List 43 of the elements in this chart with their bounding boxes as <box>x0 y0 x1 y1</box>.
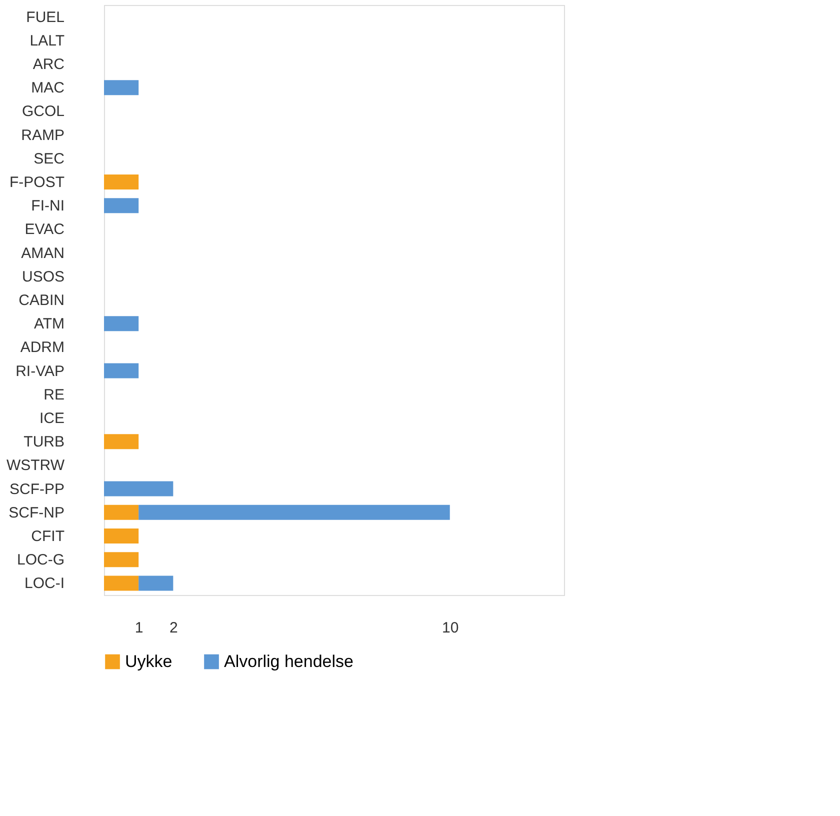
bar <box>104 80 139 96</box>
y-tick-label: CABIN <box>18 292 64 309</box>
y-tick-label: EVAC <box>24 221 65 238</box>
y-tick-label: ADRM <box>20 339 64 356</box>
y-tick-label: ATM <box>34 316 64 333</box>
y-tick-label: TURB <box>24 434 64 451</box>
y-tick-label: AMAN <box>21 244 64 262</box>
y-tick-label: ICE <box>39 410 64 427</box>
x-tick-label: 2 <box>170 620 178 636</box>
bar <box>104 481 174 496</box>
x-tick-label: 10 <box>442 620 459 636</box>
bar <box>104 316 139 332</box>
y-tick-label: MAC <box>31 80 65 97</box>
y-tick-label: GCOL <box>22 103 64 120</box>
y-tick-label: SCF-PP <box>9 480 64 498</box>
y-tick-label: WSTRW <box>6 457 66 474</box>
bar <box>104 174 139 190</box>
bar <box>104 576 139 591</box>
x-tick-label: 1 <box>134 620 144 636</box>
y-tick-label: USOS <box>22 268 64 286</box>
y-tick-label: FI-NI <box>31 198 64 215</box>
y-tick-label: CFIT <box>31 528 64 545</box>
y-tick-label: LOC-G <box>16 552 64 569</box>
y-tick-label: F-POST <box>10 174 64 191</box>
bar <box>104 363 139 378</box>
y-tick-label: RE <box>44 386 64 404</box>
bar <box>104 434 139 450</box>
legend-label: Alvorlig hendelse <box>224 652 354 671</box>
bar <box>138 504 450 520</box>
bar <box>104 198 139 214</box>
y-tick-label: SCF-NP <box>8 504 64 522</box>
y-tick-label: RI-VAP <box>16 362 64 380</box>
bar <box>104 504 139 520</box>
y-tick-label: SEC <box>34 150 65 168</box>
y-tick-label: FUEL <box>26 8 64 26</box>
y-tick-label: LALT <box>30 32 64 50</box>
y-tick-label: LOC-I <box>24 575 64 592</box>
bar <box>104 528 139 544</box>
bar <box>104 552 139 568</box>
y-tick-label: ARC <box>32 56 65 73</box>
bar <box>138 576 174 591</box>
legend-label: Uykke <box>125 652 172 671</box>
y-tick-label: RAMP <box>21 126 64 144</box>
